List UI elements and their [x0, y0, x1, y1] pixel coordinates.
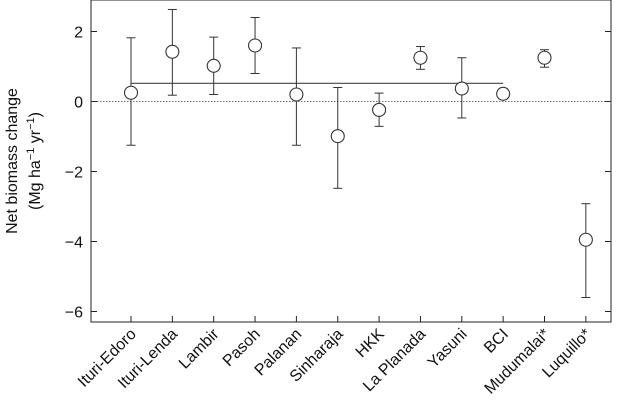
- plot-frame: [90, 0, 612, 323]
- y-axis-title-line2: (Mg ha−1 yr−1): [25, 112, 44, 210]
- data-point: [413, 50, 428, 65]
- data-point: [578, 232, 593, 247]
- x-axis: [130, 316, 587, 322]
- data-point: [289, 87, 304, 102]
- data-point: [248, 38, 263, 53]
- y-tick-label: −4: [65, 235, 83, 252]
- y-tick-label: 2: [74, 25, 83, 42]
- data-point: [206, 58, 221, 73]
- data-point: [123, 85, 139, 100]
- error-bars: [126, 8, 591, 298]
- y-tick-labels: 2 0 −2 −4 −6: [65, 25, 83, 322]
- x-tick-labels: Ituri-EdoroIturi-LendaLambirPasohPalanan…: [75, 325, 595, 397]
- data-point: [454, 81, 469, 96]
- data-point: [330, 129, 345, 144]
- x-tick-label: Lambir: [176, 325, 223, 372]
- x-tick-label: BCI: [481, 326, 512, 357]
- y-tick-label: −2: [65, 165, 83, 182]
- y-axis: [91, 31, 611, 312]
- data-point: [537, 50, 552, 65]
- x-tick-label: Yasuni: [425, 326, 471, 372]
- data-point: [165, 44, 180, 59]
- x-tick-label: HKK: [353, 326, 389, 362]
- data-points: [123, 38, 593, 247]
- y-tick-label: −6: [65, 305, 83, 322]
- data-point: [496, 86, 511, 101]
- data-point: [372, 102, 387, 117]
- y-axis-title-line1: Net biomass change: [4, 88, 21, 234]
- y-tick-label: 0: [74, 95, 83, 112]
